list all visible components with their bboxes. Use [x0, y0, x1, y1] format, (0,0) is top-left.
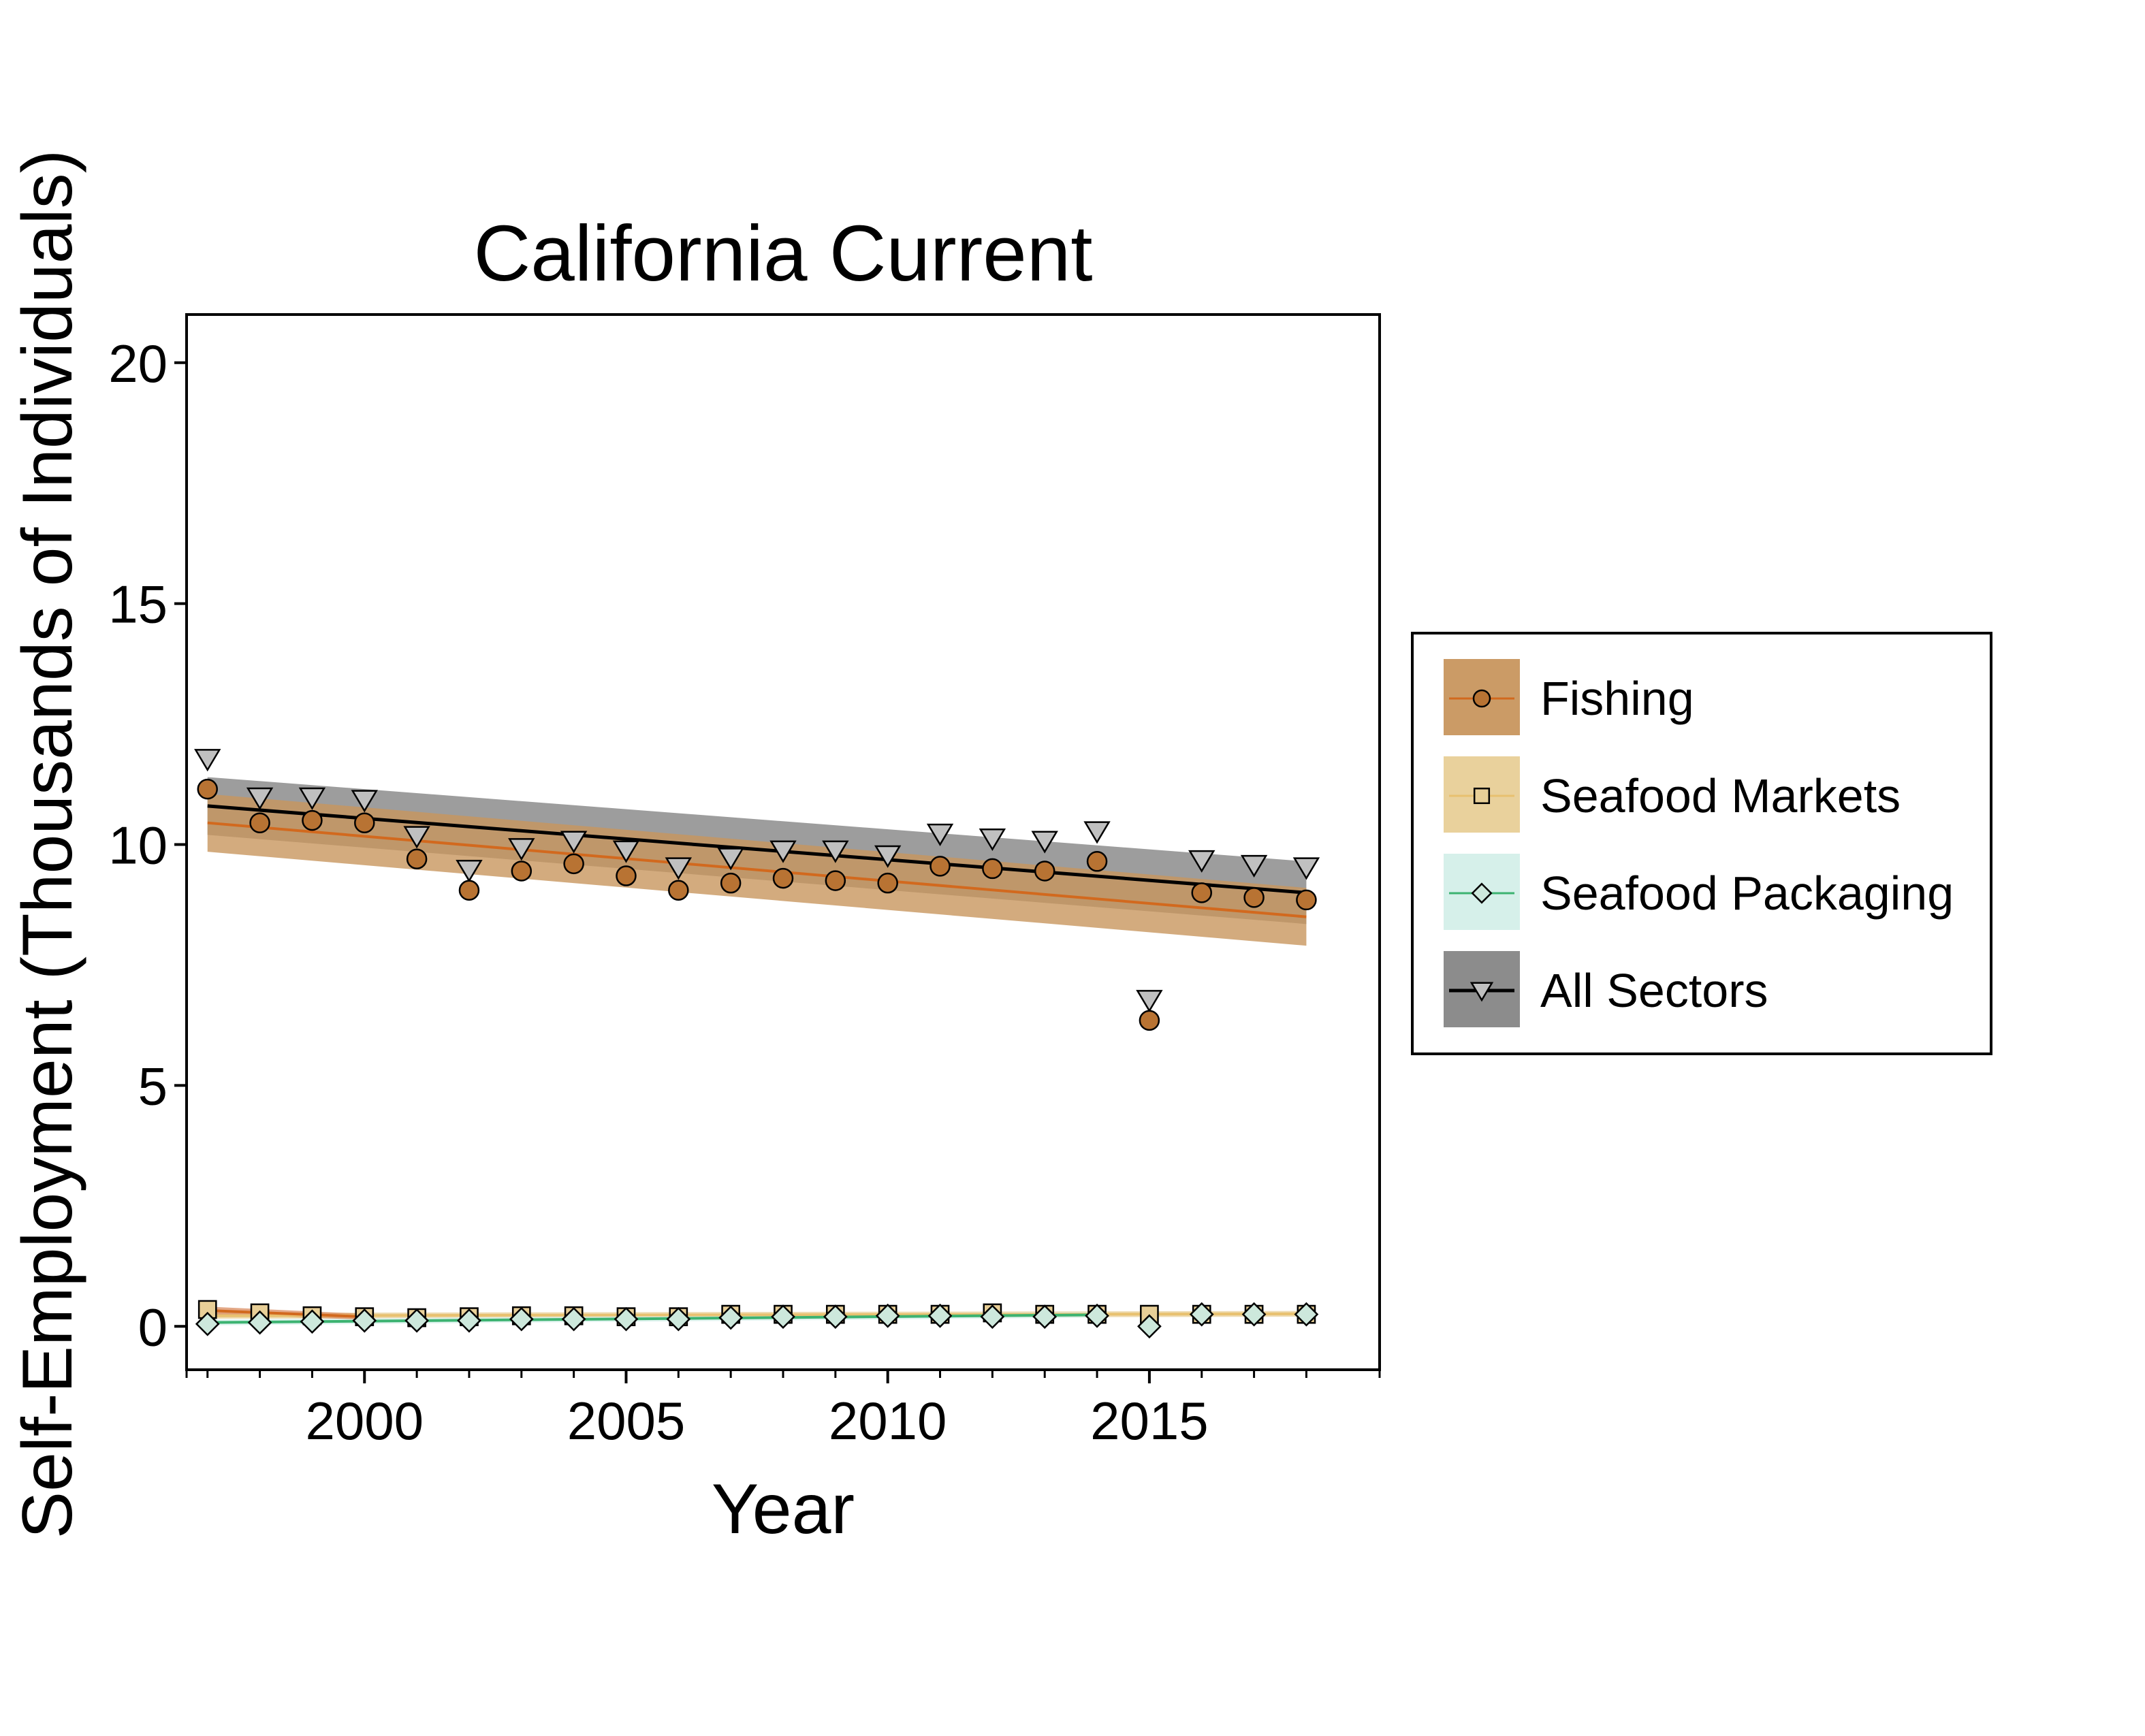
seafood-packaging-point — [509, 1306, 534, 1332]
seafood-packaging-point — [1189, 1302, 1214, 1327]
fishing-point — [668, 880, 689, 901]
all-sectors-legend-label: All Sectors — [1540, 964, 1768, 1017]
all-sectors-point — [1240, 854, 1268, 878]
seafood-packaging-point — [666, 1306, 691, 1332]
seafood-markets-legend-marker — [1473, 787, 1491, 805]
all-sectors-point — [612, 840, 640, 863]
all-sectors-point — [194, 749, 221, 772]
fishing-point — [720, 872, 742, 894]
all-sectors-point — [926, 823, 954, 846]
x-tick-label: 2005 — [567, 1391, 686, 1451]
x-tick-label: 2010 — [829, 1391, 947, 1451]
seafood-packaging-point — [718, 1305, 744, 1330]
seafood-markets-legend-label: Seafood Markets — [1540, 769, 1901, 822]
seafood-packaging-point — [614, 1306, 639, 1332]
seafood-packaging-point — [771, 1304, 795, 1330]
all-sectors-point — [1292, 857, 1320, 880]
legend: Fishing Seafood Markets Seafood Packaging A… — [1411, 632, 1992, 1055]
seafood-packaging-point — [404, 1308, 429, 1333]
all-sectors-point — [560, 831, 588, 854]
y-axis-label: Self-Employment (Thousands of Individual… — [8, 150, 87, 1539]
seafood-packaging-point — [457, 1308, 481, 1333]
x-axis-label: Year — [712, 1470, 855, 1549]
seafood-packaging-point — [927, 1303, 953, 1328]
fishing-point — [616, 865, 637, 886]
fishing-point — [772, 867, 794, 889]
fishing-point — [302, 809, 323, 831]
all-sectors-point — [822, 840, 849, 863]
seafood-packaging-point — [247, 1310, 272, 1335]
seafood-packaging-point — [195, 1311, 220, 1336]
seafood-packaging-point — [300, 1309, 325, 1334]
all-sectors-point — [508, 838, 535, 861]
seafood-packaging-point — [1137, 1314, 1162, 1339]
all-sectors-point — [1188, 850, 1216, 873]
x-tick-label: 2015 — [1090, 1391, 1209, 1451]
fishing-point — [406, 848, 428, 870]
all-sectors-point — [1031, 831, 1058, 854]
plot-area — [194, 749, 1320, 1339]
seafood-markets-trend-line — [207, 1312, 1307, 1317]
seafood-packaging-point — [875, 1303, 900, 1328]
fishing-point — [825, 870, 846, 891]
fishing-point — [930, 856, 951, 877]
fishing-point — [354, 812, 375, 833]
fishing-point — [249, 812, 270, 833]
y-tick-label: 0 — [138, 1297, 168, 1357]
fishing-point — [877, 872, 898, 894]
fishing-point — [563, 853, 584, 875]
all-sectors-point — [1083, 821, 1111, 844]
seafood-packaging-point — [823, 1304, 848, 1330]
all-sectors-point — [246, 787, 274, 810]
all-sectors-point — [979, 828, 1006, 852]
y-tick-label: 15 — [108, 575, 168, 634]
fishing-point — [511, 861, 533, 882]
all-sectors-trend-line — [207, 804, 1307, 895]
all-sectors-point — [403, 826, 430, 849]
seafood-packaging-legend-label: Seafood Packaging — [1540, 867, 1954, 920]
fishing-legend-marker — [1472, 689, 1491, 708]
y-tick-label: 20 — [108, 334, 168, 393]
fishing-point — [1139, 1010, 1160, 1031]
all-sectors-point — [351, 790, 378, 813]
all-sectors-point — [1136, 990, 1163, 1013]
all-sectors-point — [874, 845, 902, 868]
seafood-packaging-point — [561, 1306, 586, 1332]
x-tick-label: 2000 — [305, 1391, 424, 1451]
all-sectors-point — [456, 859, 483, 883]
fishing-point — [1034, 861, 1055, 882]
chart-title: California Current — [473, 209, 1092, 298]
seafood-packaging-legend-marker — [1471, 882, 1493, 904]
seafood-packaging-point — [1294, 1302, 1319, 1327]
seafood-packaging-point — [352, 1308, 377, 1333]
all-sectors-legend-marker — [1469, 982, 1494, 1002]
all-sectors-point — [717, 848, 744, 871]
all-sectors-point — [665, 857, 693, 880]
all-sectors-point — [769, 840, 797, 863]
fishing-point — [1243, 887, 1265, 908]
fishing-point — [458, 880, 480, 901]
y-tick-label: 10 — [108, 816, 168, 875]
fishing-point — [1191, 882, 1212, 903]
fishing-early-trend-line — [207, 1308, 365, 1319]
seafood-packaging-point — [1085, 1303, 1109, 1328]
fishing-legend-label: Fishing — [1540, 672, 1694, 725]
fishing-point — [197, 778, 218, 800]
fishing-point — [982, 858, 1003, 880]
axes: 0 5 10 15 20 2000 2005 2010 2015 — [108, 334, 1381, 1451]
y-tick-label: 5 — [138, 1056, 168, 1116]
fishing-trend-line — [207, 821, 1307, 918]
all-sectors-point — [298, 787, 326, 810]
seafood-packaging-point — [980, 1304, 1005, 1330]
seafood-packaging-point — [1032, 1304, 1058, 1330]
seafood-packaging-point — [1241, 1302, 1267, 1327]
fishing-point — [1296, 889, 1317, 911]
fishing-point — [1086, 851, 1108, 872]
